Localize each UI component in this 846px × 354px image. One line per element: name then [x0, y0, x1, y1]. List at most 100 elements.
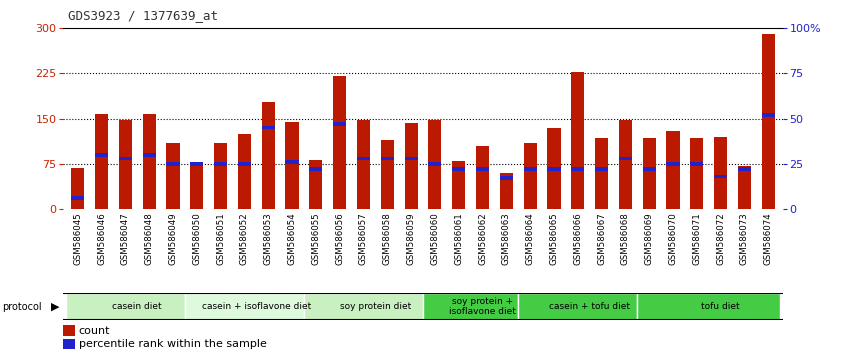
Text: GSM586048: GSM586048 — [145, 212, 154, 265]
Text: GSM586072: GSM586072 — [717, 212, 725, 265]
Bar — [285, 160, 299, 164]
Bar — [452, 161, 465, 209]
Bar — [452, 167, 465, 171]
Bar — [404, 156, 418, 160]
Bar — [63, 325, 74, 336]
Text: protocol: protocol — [2, 302, 41, 312]
Text: GSM586058: GSM586058 — [382, 212, 392, 265]
Text: GSM586062: GSM586062 — [478, 212, 487, 265]
Bar — [66, 293, 185, 320]
Bar — [404, 123, 418, 209]
Text: GSM586064: GSM586064 — [525, 212, 535, 265]
Bar — [476, 146, 489, 209]
Text: casein diet: casein diet — [113, 302, 162, 311]
Text: GSM586054: GSM586054 — [288, 212, 297, 265]
Bar — [190, 162, 203, 166]
Bar — [618, 156, 632, 160]
Text: soy protein +
isoflavone diet: soy protein + isoflavone diet — [449, 297, 516, 316]
Bar — [571, 72, 585, 209]
Text: casein + tofu diet: casein + tofu diet — [549, 302, 630, 311]
Text: GSM586047: GSM586047 — [121, 212, 129, 265]
Bar — [643, 138, 656, 209]
Text: GSM586066: GSM586066 — [574, 212, 582, 265]
Bar — [71, 196, 85, 200]
Bar — [214, 143, 228, 209]
Text: GSM586061: GSM586061 — [454, 212, 464, 265]
Bar — [761, 113, 775, 117]
Bar — [238, 162, 251, 166]
Text: GSM586055: GSM586055 — [311, 212, 321, 265]
Bar — [238, 133, 251, 209]
Text: percentile rank within the sample: percentile rank within the sample — [79, 339, 266, 349]
Text: GSM586073: GSM586073 — [740, 212, 749, 265]
Bar — [524, 167, 536, 171]
Bar — [595, 167, 608, 171]
Bar — [714, 175, 728, 178]
Bar — [738, 167, 751, 171]
Bar — [500, 176, 513, 180]
Bar — [143, 114, 156, 209]
Bar — [118, 120, 132, 209]
Bar — [524, 143, 536, 209]
Bar — [428, 120, 442, 209]
Text: GSM586056: GSM586056 — [335, 212, 344, 265]
Bar — [547, 127, 561, 209]
Bar — [476, 167, 489, 171]
Text: GSM586052: GSM586052 — [240, 212, 249, 265]
Bar — [285, 122, 299, 209]
Bar — [643, 167, 656, 171]
Text: GSM586046: GSM586046 — [97, 212, 106, 265]
Bar — [519, 293, 637, 320]
Bar — [571, 167, 585, 171]
Bar — [143, 153, 156, 156]
Bar — [118, 156, 132, 160]
Text: ▶: ▶ — [51, 302, 59, 312]
Text: GSM586070: GSM586070 — [668, 212, 678, 265]
Bar — [690, 138, 703, 209]
Text: GSM586049: GSM586049 — [168, 212, 178, 265]
Text: GSM586074: GSM586074 — [764, 212, 772, 265]
Bar — [310, 167, 322, 171]
Text: GSM586067: GSM586067 — [597, 212, 606, 265]
Bar — [333, 76, 346, 209]
Bar — [761, 34, 775, 209]
Text: GSM586050: GSM586050 — [192, 212, 201, 265]
Text: GSM586065: GSM586065 — [549, 212, 558, 265]
Bar — [690, 162, 703, 166]
Bar — [547, 167, 561, 171]
Text: GSM586069: GSM586069 — [645, 212, 654, 265]
Text: soy protein diet: soy protein diet — [340, 302, 411, 311]
Bar — [310, 160, 322, 209]
Bar — [167, 143, 179, 209]
Bar — [714, 137, 728, 209]
Text: casein + isoflavone diet: casein + isoflavone diet — [201, 302, 311, 311]
Text: count: count — [79, 326, 110, 336]
Bar — [71, 168, 85, 209]
Bar — [500, 173, 513, 209]
Text: GDS3923 / 1377639_at: GDS3923 / 1377639_at — [68, 9, 217, 22]
Text: tofu diet: tofu diet — [701, 302, 740, 311]
Bar — [185, 293, 304, 320]
Bar — [428, 162, 442, 166]
Bar — [618, 120, 632, 209]
Bar — [381, 139, 394, 209]
Text: GSM586060: GSM586060 — [431, 212, 439, 265]
Bar — [738, 166, 751, 209]
Bar — [261, 126, 275, 130]
Bar — [95, 114, 108, 209]
Bar — [667, 131, 679, 209]
Text: GSM586068: GSM586068 — [621, 212, 630, 265]
Bar — [214, 162, 228, 166]
Bar — [333, 122, 346, 126]
Bar — [304, 293, 423, 320]
Bar — [261, 102, 275, 209]
Bar — [381, 156, 394, 160]
Text: GSM586063: GSM586063 — [502, 212, 511, 265]
Text: GSM586045: GSM586045 — [74, 212, 82, 265]
Bar — [167, 162, 179, 166]
Text: GSM586059: GSM586059 — [407, 212, 415, 265]
Bar — [95, 153, 108, 156]
Bar — [357, 120, 370, 209]
Text: GSM586053: GSM586053 — [264, 212, 272, 265]
Bar — [423, 293, 519, 320]
